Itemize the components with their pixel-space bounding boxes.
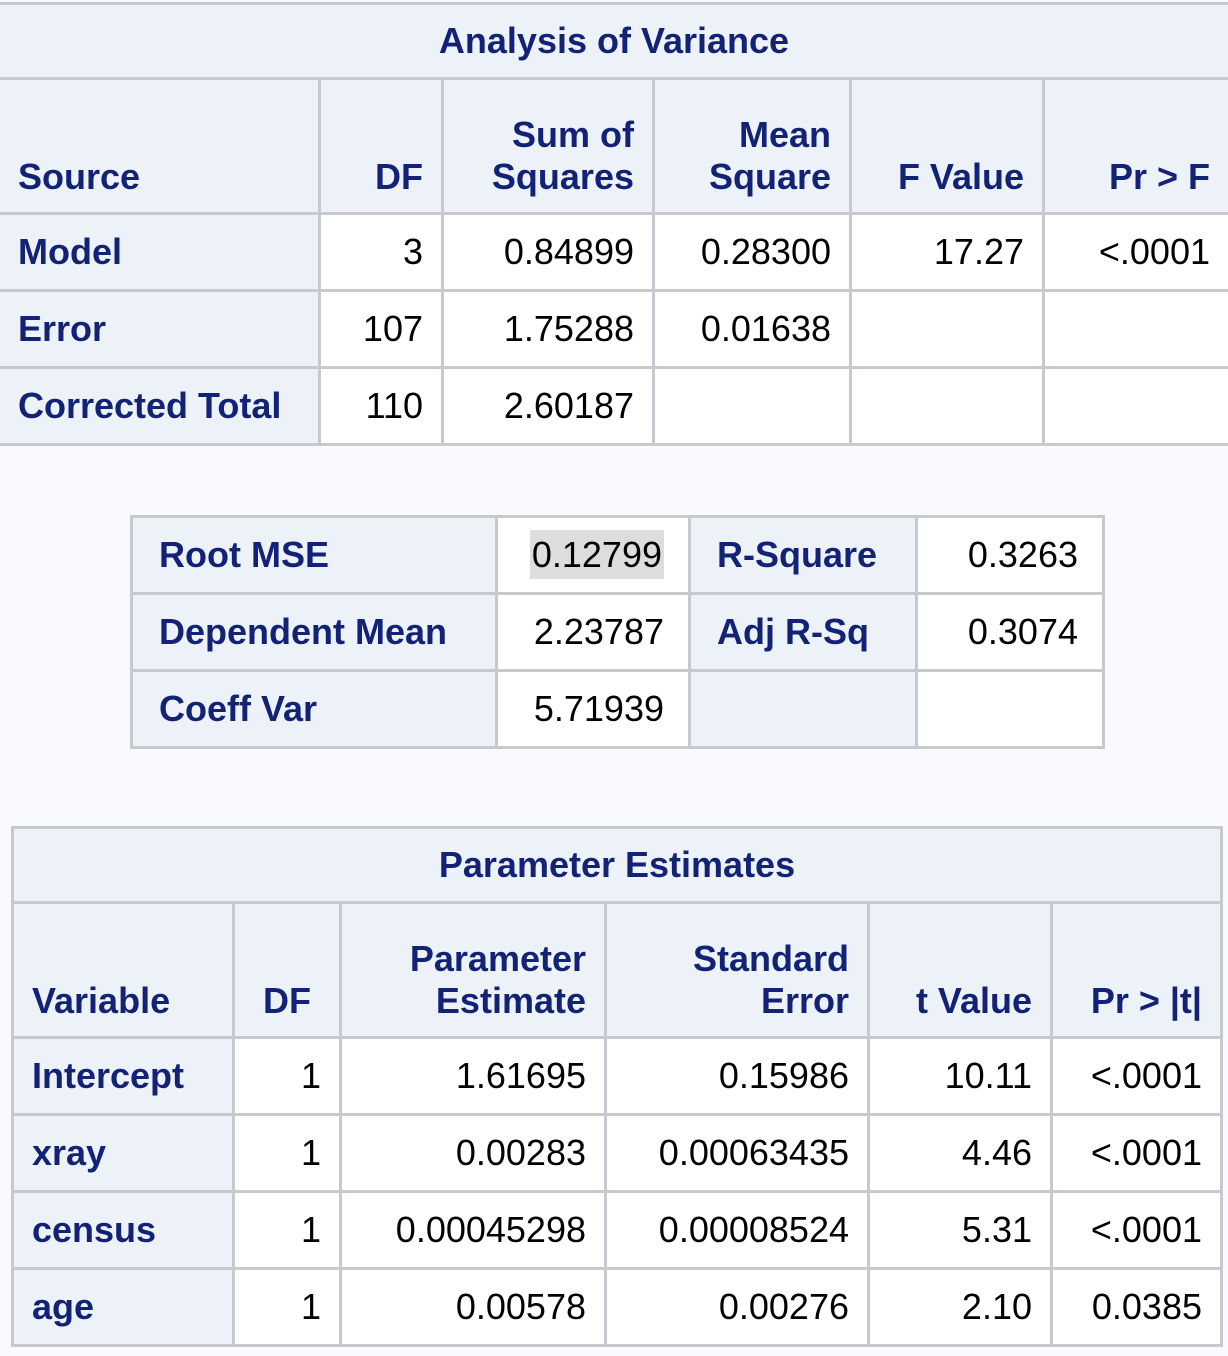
params-variable: Intercept: [11, 1036, 235, 1116]
params-header-std-error: Standard Error: [604, 901, 870, 1039]
params-header-std-error-line1: Standard: [692, 938, 849, 979]
anova-ms: [652, 366, 852, 446]
anova-df: 107: [318, 289, 444, 369]
anova-title: Analysis of Variance: [0, 2, 1228, 80]
params-title: Parameter Estimates: [11, 826, 1223, 904]
params-header-estimate-line1: Parameter: [409, 938, 586, 979]
params-p: 0.0385: [1050, 1267, 1223, 1347]
params-t: 10.11: [867, 1036, 1053, 1116]
anova-ss: 0.84899: [441, 212, 655, 292]
params-variable: census: [11, 1190, 235, 1270]
params-p: <.0001: [1050, 1036, 1223, 1116]
params-std-error: 0.00063435: [604, 1113, 870, 1193]
anova-header-ss-line1: Sum of: [512, 114, 634, 155]
params-p: <.0001: [1050, 1190, 1223, 1270]
anova-ss: 1.75288: [441, 289, 655, 369]
fit-label: Root MSE: [130, 515, 498, 595]
fit-label: Coeff Var: [130, 669, 498, 749]
params-header-df: DF: [232, 901, 342, 1039]
fit-label: Adj R-Sq: [688, 592, 918, 672]
fit-value: 0.12799: [495, 515, 691, 595]
anova-f: [849, 289, 1045, 369]
anova-header-source: Source: [0, 77, 321, 215]
fit-value: [915, 669, 1105, 749]
anova-header-ss: Sum of Squares: [441, 77, 655, 215]
params-std-error: 0.00276: [604, 1267, 870, 1347]
params-estimate: 0.00578: [339, 1267, 607, 1347]
anova-header-f: F Value: [849, 77, 1045, 215]
table-row: Dependent Mean 2.23787 Adj R-Sq 0.3074: [130, 592, 1105, 672]
fit-value: 5.71939: [495, 669, 691, 749]
anova-ss: 2.60187: [441, 366, 655, 446]
params-df: 1: [232, 1267, 342, 1347]
fit-value: 2.23787: [495, 592, 691, 672]
anova-source: Corrected Total: [0, 366, 321, 446]
anova-f: 17.27: [849, 212, 1045, 292]
anova-source: Error: [0, 289, 321, 369]
params-t: 2.10: [867, 1267, 1053, 1347]
fit-value: 0.3074: [915, 592, 1105, 672]
params-variable: xray: [11, 1113, 235, 1193]
table-row: Coeff Var 5.71939: [130, 669, 1105, 749]
anova-df: 3: [318, 212, 444, 292]
table-row: Corrected Total 110 2.60187: [0, 366, 1228, 446]
anova-header-p: Pr > F: [1042, 77, 1228, 215]
params-header-estimate-line2: Estimate: [435, 980, 586, 1021]
table-row: census 1 0.00045298 0.00008524 5.31 <.00…: [11, 1190, 1223, 1270]
table-row: xray 1 0.00283 0.00063435 4.46 <.0001: [11, 1113, 1223, 1193]
params-df: 1: [232, 1113, 342, 1193]
params-estimate: 1.61695: [339, 1036, 607, 1116]
params-variable: age: [11, 1267, 235, 1347]
anova-header-df: DF: [318, 77, 444, 215]
params-header-std-error-line2: Error: [760, 980, 849, 1021]
params-df: 1: [232, 1036, 342, 1116]
params-estimate: 0.00283: [339, 1113, 607, 1193]
table-row: Error 107 1.75288 0.01638: [0, 289, 1228, 369]
anova-table: Analysis of Variance Source DF Sum of Sq…: [0, 2, 1228, 446]
params-t: 4.46: [867, 1113, 1053, 1193]
params-header-variable: Variable: [11, 901, 235, 1039]
anova-header-ms-line2: Square: [708, 156, 831, 197]
parameter-estimates-table: Parameter Estimates Variable DF Paramete…: [11, 826, 1223, 1347]
anova-header-ms: Mean Square: [652, 77, 852, 215]
anova-p: [1042, 366, 1228, 446]
fit-value: 0.3263: [915, 515, 1105, 595]
anova-f: [849, 366, 1045, 446]
anova-header-ms-line1: Mean: [738, 114, 831, 155]
fit-label: Dependent Mean: [130, 592, 498, 672]
params-estimate: 0.00045298: [339, 1190, 607, 1270]
anova-df: 110: [318, 366, 444, 446]
table-row: Model 3 0.84899 0.28300 17.27 <.0001: [0, 212, 1228, 292]
table-row: age 1 0.00578 0.00276 2.10 0.0385: [11, 1267, 1223, 1347]
params-std-error: 0.00008524: [604, 1190, 870, 1270]
table-row: Intercept 1 1.61695 0.15986 10.11 <.0001: [11, 1036, 1223, 1116]
params-df: 1: [232, 1190, 342, 1270]
anova-header-ss-line2: Squares: [491, 156, 634, 197]
params-header-estimate: Parameter Estimate: [339, 901, 607, 1039]
fit-statistics-table: Root MSE 0.12799 R-Square 0.3263 Depende…: [130, 515, 1105, 749]
anova-ms: 0.01638: [652, 289, 852, 369]
table-row: Root MSE 0.12799 R-Square 0.3263: [130, 515, 1105, 595]
params-header-p: Pr > |t|: [1050, 901, 1223, 1039]
anova-p: [1042, 289, 1228, 369]
fit-value-highlighted: 0.12799: [529, 530, 664, 579]
anova-source: Model: [0, 212, 321, 292]
anova-ms: 0.28300: [652, 212, 852, 292]
params-t: 5.31: [867, 1190, 1053, 1270]
params-header-t: t Value: [867, 901, 1053, 1039]
fit-label: R-Square: [688, 515, 918, 595]
params-p: <.0001: [1050, 1113, 1223, 1193]
params-std-error: 0.15986: [604, 1036, 870, 1116]
fit-label: [688, 669, 918, 749]
anova-p: <.0001: [1042, 212, 1228, 292]
